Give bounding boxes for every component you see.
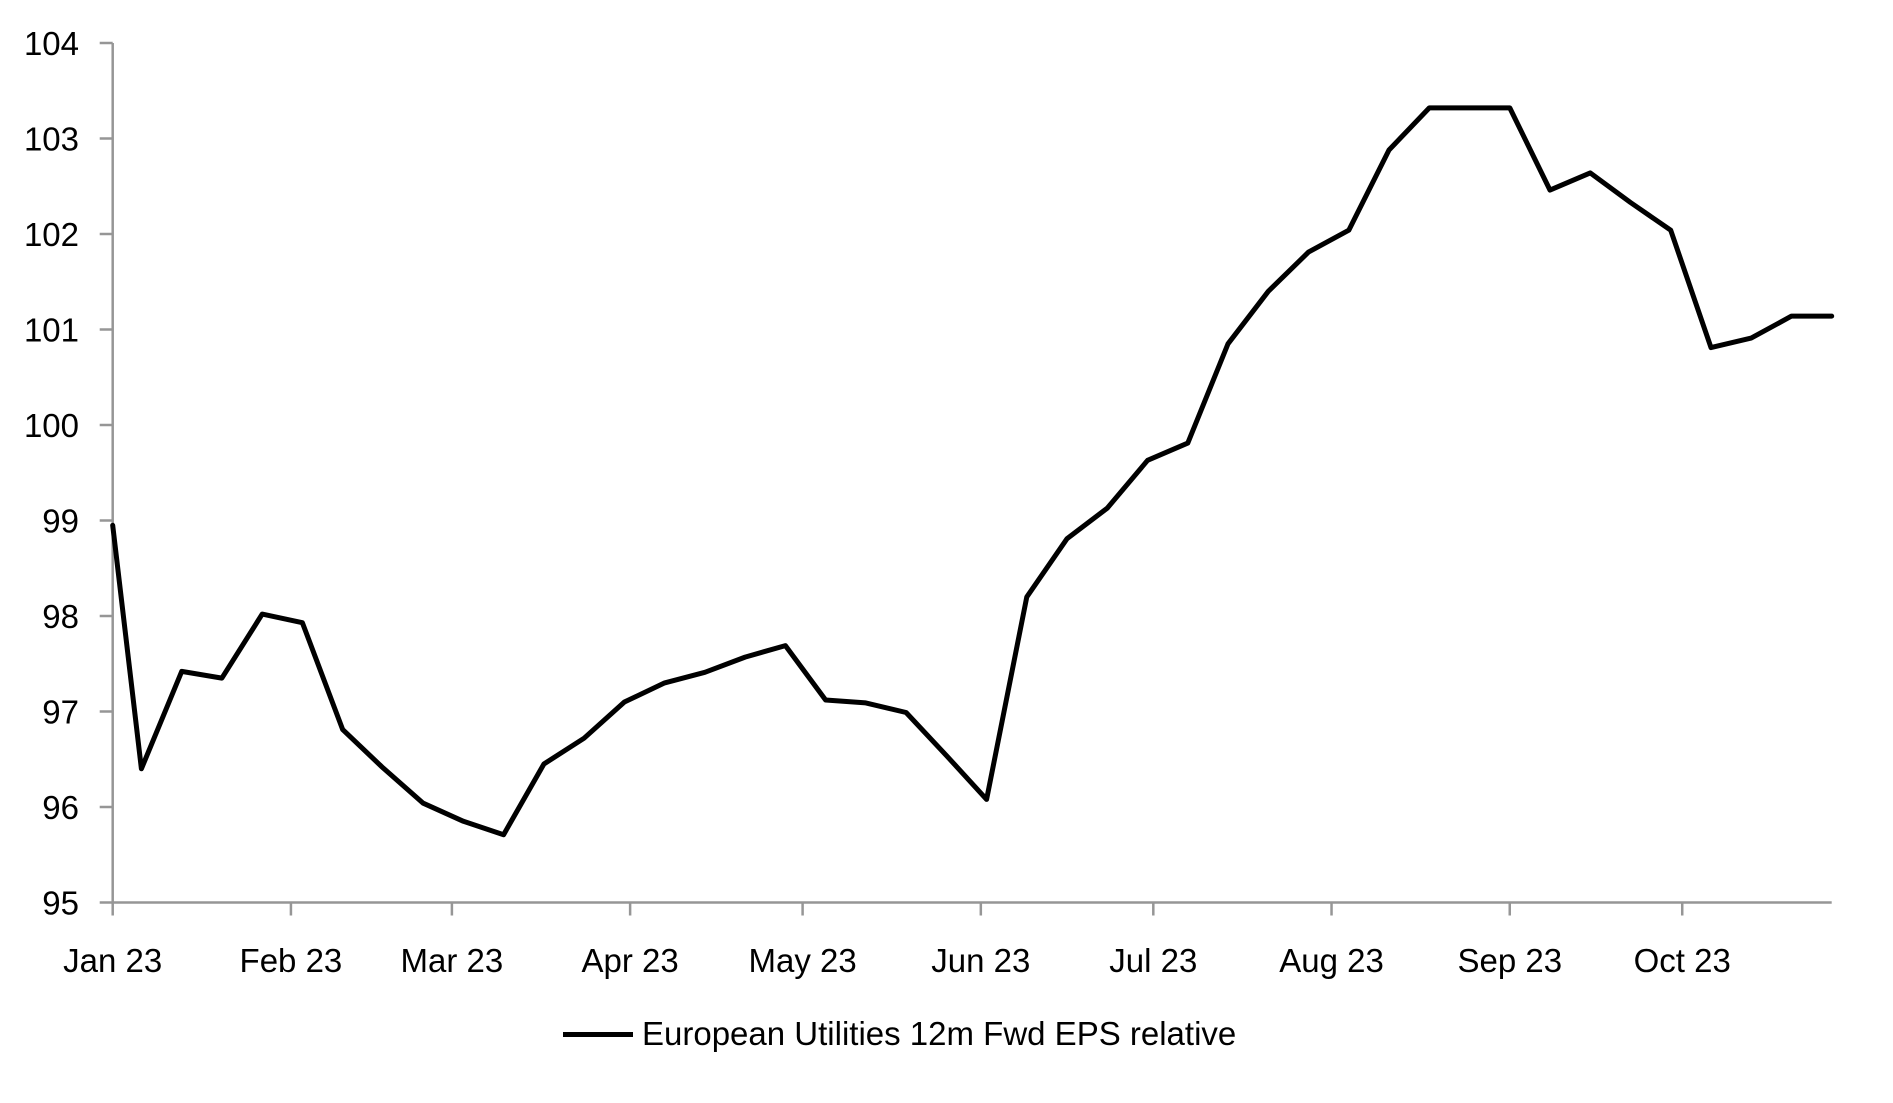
legend-series-label: European Utilities 12m Fwd EPS relative (642, 1015, 1237, 1052)
y-axis-tick-label: 102 (24, 216, 79, 253)
y-axis-tick-label: 101 (24, 312, 79, 349)
x-axis-tick-label: Oct 23 (1634, 942, 1731, 979)
x-axis-tick-label: May 23 (748, 942, 856, 979)
y-axis-tick-label: 95 (42, 885, 79, 922)
x-axis-tick-label: Apr 23 (582, 942, 679, 979)
y-axis-tick-label: 97 (42, 694, 79, 731)
legend: European Utilities 12m Fwd EPS relative (563, 1015, 1237, 1052)
x-axis-tick-label: Aug 23 (1279, 942, 1384, 979)
y-axis-tick-label: 96 (42, 789, 79, 826)
x-axis-tick-label: Jun 23 (931, 942, 1030, 979)
legend-line-sample (563, 1031, 633, 1037)
y-axis-tick-label: 99 (42, 503, 79, 540)
y-axis-tick-label: 103 (24, 121, 79, 158)
y-axis-tick-label: 104 (24, 25, 79, 62)
x-axis-tick-label: Jan 23 (63, 942, 162, 979)
series-line (110, 105, 1835, 838)
x-axis-tick-label: Sep 23 (1457, 942, 1562, 979)
x-axis-tick-label: Jul 23 (1109, 942, 1197, 979)
y-axis-tick-label: 98 (42, 598, 79, 635)
y-axis-tick-label: 100 (24, 407, 79, 444)
x-axis-tick-label: Feb 23 (240, 942, 343, 979)
x-axis-tick-label: Mar 23 (401, 942, 504, 979)
